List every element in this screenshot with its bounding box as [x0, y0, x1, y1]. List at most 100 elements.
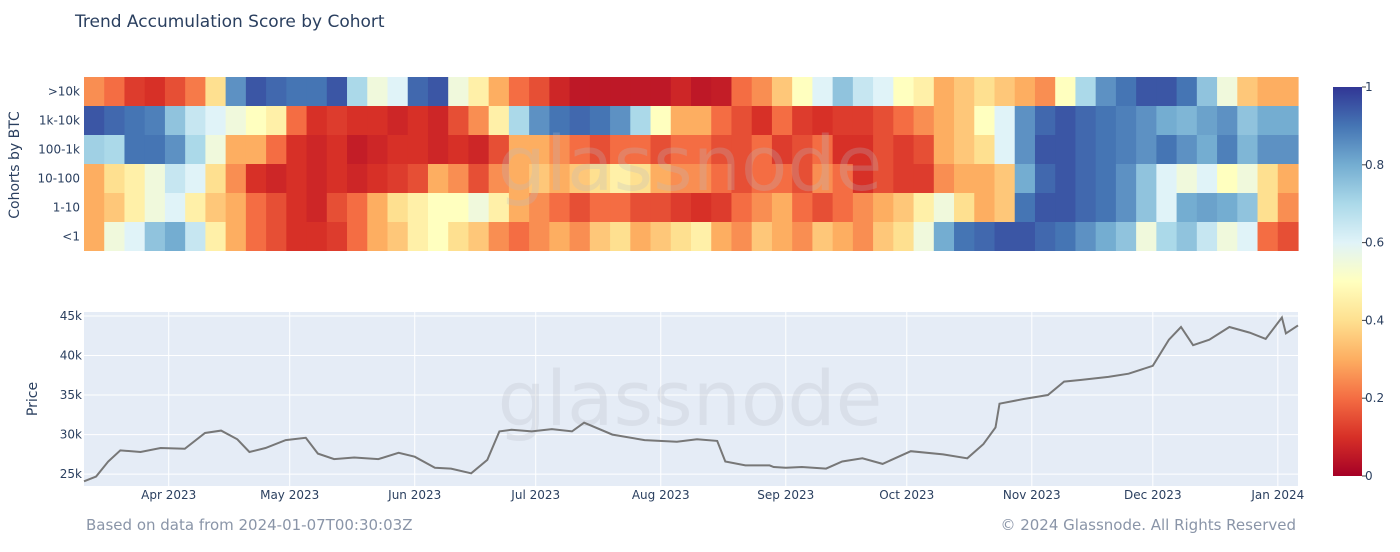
- heatmap-cell: [691, 164, 712, 193]
- heatmap-cell: [205, 135, 227, 164]
- heatmap-cell: [913, 77, 935, 106]
- heatmap-cell: [852, 164, 874, 193]
- heatmap-cell: [266, 164, 287, 193]
- heatmap-cell: [792, 164, 813, 193]
- heatmap-cell: [1156, 222, 1178, 251]
- heatmap-cell: [832, 193, 854, 222]
- heatmap-cell: [670, 135, 692, 164]
- heatmap-cell: [144, 193, 166, 222]
- heatmap-cell: [1277, 222, 1299, 251]
- heatmap-cell: [407, 164, 429, 193]
- heatmap-cell: [650, 106, 672, 135]
- heatmap-cell: [670, 164, 692, 193]
- heatmap-cell: [1095, 77, 1117, 106]
- price-y-tick-label: 30k: [60, 428, 82, 442]
- heatmap-cell: [893, 135, 915, 164]
- heatmap-cell: [1277, 106, 1299, 135]
- heatmap-cell: [852, 77, 874, 106]
- price-y-tick-label: 45k: [60, 309, 82, 323]
- heatmap-cell: [508, 106, 530, 135]
- heatmap-cell: [974, 77, 996, 106]
- heatmap-cell: [205, 164, 227, 193]
- heatmap-cell: [610, 193, 631, 222]
- heatmap-cell: [1237, 106, 1259, 135]
- heatmap-cell: [691, 77, 712, 106]
- heatmap-cell: [751, 77, 773, 106]
- heatmap-cell: [771, 164, 793, 193]
- heatmap-cell: [1075, 193, 1097, 222]
- heatmap-y-axis-title: Cohorts by BTC: [7, 111, 23, 219]
- heatmap-cell: [691, 135, 712, 164]
- heatmap-cell: [954, 222, 975, 251]
- heatmap-cell: [1196, 222, 1218, 251]
- colorbar: [1333, 87, 1362, 476]
- cohort-heatmap: [84, 77, 1299, 251]
- heatmap-cell: [488, 164, 510, 193]
- heatmap-cell: [326, 164, 348, 193]
- heatmap-cell: [306, 222, 328, 251]
- heatmap-cell: [529, 135, 550, 164]
- heatmap-cell: [185, 164, 206, 193]
- heatmap-cell: [1277, 164, 1299, 193]
- heatmap-cell: [630, 164, 652, 193]
- heatmap-cell: [427, 106, 449, 135]
- heatmap-cell: [852, 106, 874, 135]
- heatmap-cell: [1196, 135, 1218, 164]
- price-x-tick-label: Nov 2023: [1003, 488, 1061, 502]
- heatmap-cell: [1136, 193, 1157, 222]
- heatmap-cell: [144, 77, 166, 106]
- heatmap-cell: [893, 222, 915, 251]
- heatmap-cell: [84, 164, 105, 193]
- heatmap-cell: [326, 77, 348, 106]
- heatmap-cell: [124, 164, 146, 193]
- heatmap-cell: [630, 77, 652, 106]
- heatmap-cell: [812, 222, 834, 251]
- heatmap-cell: [1196, 164, 1218, 193]
- heatmap-cell: [630, 193, 652, 222]
- heatmap-cell: [1034, 106, 1056, 135]
- heatmap-cell: [448, 222, 470, 251]
- price-x-tick-label: Jan 2024: [1250, 488, 1304, 502]
- heatmap-cell: [731, 193, 753, 222]
- heatmap-cell: [630, 135, 652, 164]
- heatmap-cell: [488, 106, 510, 135]
- heatmap-cell: [751, 106, 773, 135]
- heatmap-cell: [1176, 77, 1198, 106]
- heatmap-cell: [1277, 77, 1299, 106]
- heatmap-cell: [1176, 222, 1198, 251]
- heatmap-cell: [508, 135, 530, 164]
- heatmap-cell: [1257, 135, 1279, 164]
- heatmap-cell: [468, 193, 490, 222]
- heatmap-cell: [1034, 222, 1056, 251]
- heatmap-cell: [347, 135, 368, 164]
- heatmap-cell: [286, 106, 308, 135]
- heatmap-cell: [488, 135, 510, 164]
- heatmap-cell: [731, 106, 753, 135]
- heatmap-cell: [387, 164, 409, 193]
- heatmap-cell: [306, 106, 328, 135]
- heatmap-cell: [266, 77, 287, 106]
- heatmap-cell: [347, 164, 368, 193]
- heatmap-cell: [711, 106, 733, 135]
- heatmap-cell: [427, 193, 449, 222]
- heatmap-cell: [164, 77, 186, 106]
- heatmap-cell: [427, 222, 449, 251]
- heatmap-cell: [933, 106, 955, 135]
- heatmap-cell: [954, 164, 975, 193]
- heatmap-row-label: >10k: [48, 85, 80, 99]
- heatmap-cell: [1257, 164, 1279, 193]
- heatmap-cell: [569, 77, 591, 106]
- heatmap-cell: [245, 106, 267, 135]
- heatmap-cell: [610, 222, 631, 251]
- heatmap-cell: [347, 77, 368, 106]
- heatmap-cell: [1075, 106, 1097, 135]
- heatmap-cell: [812, 135, 834, 164]
- heatmap-cell: [205, 222, 227, 251]
- heatmap-cell: [1055, 222, 1077, 251]
- heatmap-cell: [225, 164, 247, 193]
- heatmap-cell: [347, 193, 368, 222]
- heatmap-cell: [306, 77, 328, 106]
- heatmap-cell: [1136, 106, 1157, 135]
- heatmap-cell: [1176, 106, 1198, 135]
- heatmap-cell: [508, 222, 530, 251]
